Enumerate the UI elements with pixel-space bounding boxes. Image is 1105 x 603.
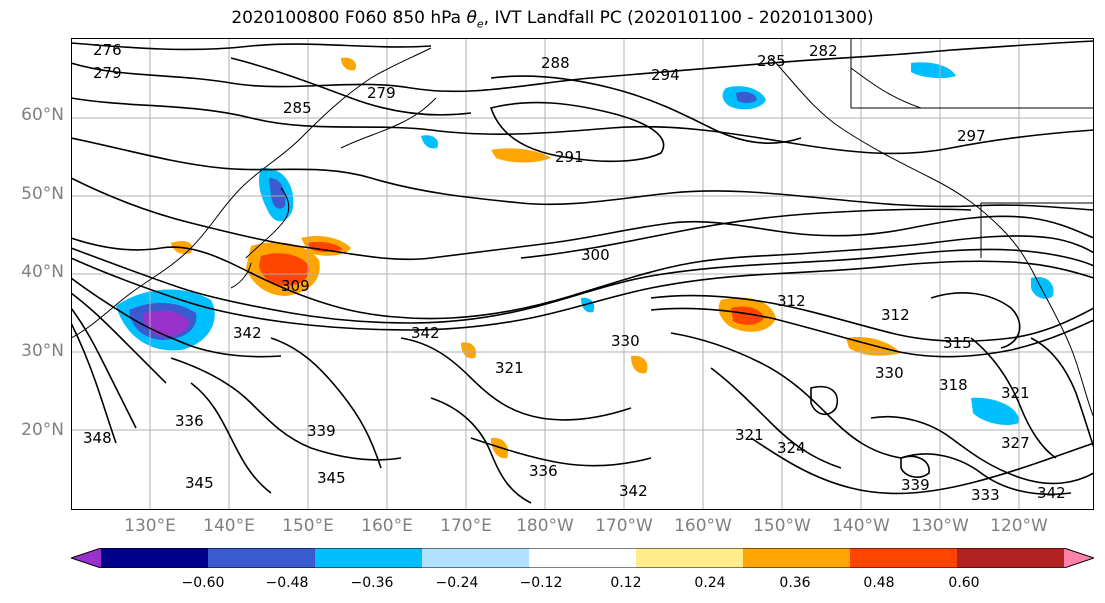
theta-e-contours bbox=[71, 40, 1094, 504]
colorbar-tick-label: −0.60 bbox=[181, 575, 225, 591]
colorbar-tick-label: −0.24 bbox=[435, 575, 479, 591]
lon-label: 130°E bbox=[124, 516, 176, 536]
contour-label: 327 bbox=[1001, 434, 1030, 452]
contour-label: 345 bbox=[185, 474, 214, 492]
contour-label: 330 bbox=[875, 364, 904, 382]
colorbar-segment bbox=[1064, 548, 1094, 568]
contour-label: 288 bbox=[541, 54, 570, 72]
graticule bbox=[71, 38, 1094, 510]
contour-label: 321 bbox=[1001, 384, 1030, 402]
colorbar-segment bbox=[957, 548, 1065, 568]
colorbar-tick-label: 0.48 bbox=[863, 575, 895, 591]
lon-label: 170°W bbox=[595, 516, 653, 536]
contour-label: 285 bbox=[283, 99, 312, 117]
contour-label: 291 bbox=[555, 148, 584, 166]
lon-label: 130°W bbox=[911, 516, 969, 536]
lon-label: 140°W bbox=[832, 516, 890, 536]
lat-label: 60°N bbox=[21, 105, 64, 125]
colorbar-segment bbox=[101, 548, 209, 568]
contour-label: 336 bbox=[175, 412, 204, 430]
colorbar-segment bbox=[529, 548, 637, 568]
contour-label: 309 bbox=[281, 277, 310, 295]
lat-label: 30°N bbox=[21, 341, 64, 361]
contour-label: 318 bbox=[939, 376, 968, 394]
contour-label: 345 bbox=[317, 469, 346, 487]
colorbar-segment bbox=[315, 548, 423, 568]
colorbar-segment bbox=[636, 548, 744, 568]
colorbar-tick-label: −0.48 bbox=[265, 575, 309, 591]
map-border bbox=[71, 38, 1094, 510]
contour-label: 279 bbox=[367, 84, 396, 102]
colorbar-tick-label: 0.60 bbox=[948, 575, 980, 591]
lon-label: 150°W bbox=[753, 516, 811, 536]
contour-label: 339 bbox=[307, 422, 336, 440]
colorbar-segment bbox=[850, 548, 958, 568]
contour-label: 297 bbox=[957, 127, 986, 145]
colorbar-segment bbox=[71, 548, 101, 568]
lon-label: 180°W bbox=[516, 516, 574, 536]
contour-label: 282 bbox=[809, 42, 838, 60]
contour-label: 330 bbox=[611, 332, 640, 350]
contour-label: 342 bbox=[1037, 484, 1066, 502]
lon-label: 140°E bbox=[203, 516, 255, 536]
colorbar-segment bbox=[208, 548, 316, 568]
contour-labels: 276 279 285 279 288 294 282 285 291 297 … bbox=[83, 41, 1066, 504]
contour-label: 339 bbox=[901, 476, 930, 494]
colorbar bbox=[71, 548, 1094, 568]
lat-label: 20°N bbox=[21, 420, 64, 440]
contour-label: 285 bbox=[757, 52, 786, 70]
colorbar-segment bbox=[422, 548, 530, 568]
colorbar-tick-label: 0.12 bbox=[610, 575, 642, 591]
colorbar-segment bbox=[743, 548, 851, 568]
lat-label: 40°N bbox=[21, 262, 64, 282]
contour-label: 294 bbox=[651, 66, 680, 84]
map-panel[interactable]: 276 279 285 279 288 294 282 285 291 297 … bbox=[71, 38, 1094, 510]
contour-label: 276 bbox=[93, 41, 122, 59]
contour-label: 336 bbox=[529, 462, 558, 480]
map-canvas[interactable]: 276 279 285 279 288 294 282 285 291 297 … bbox=[71, 38, 1094, 510]
contour-label: 312 bbox=[777, 292, 806, 310]
colorbar-tick-label: 0.24 bbox=[694, 575, 726, 591]
contour-label: 342 bbox=[233, 324, 262, 342]
lat-label: 50°N bbox=[21, 184, 64, 204]
lon-label: 170°E bbox=[440, 516, 492, 536]
lon-label: 120°W bbox=[990, 516, 1048, 536]
contour-label: 279 bbox=[93, 64, 122, 82]
contour-label: 348 bbox=[83, 429, 112, 447]
colorbar-tick-label: −0.36 bbox=[350, 575, 394, 591]
lon-label: 150°E bbox=[282, 516, 334, 536]
map-title: 2020100800 F060 850 hPa θe, IVT Landfall… bbox=[231, 8, 874, 31]
colorbar-tick-label: 0.36 bbox=[779, 575, 811, 591]
lon-label: 160°E bbox=[361, 516, 413, 536]
contour-label: 342 bbox=[619, 482, 648, 500]
colorbar-tick-label: −0.12 bbox=[519, 575, 563, 591]
contour-label: 333 bbox=[971, 486, 1000, 504]
contour-label: 300 bbox=[581, 246, 610, 264]
contour-label: 324 bbox=[777, 439, 806, 457]
contour-label: 321 bbox=[735, 426, 764, 444]
contour-label: 321 bbox=[495, 359, 524, 377]
contour-label: 312 bbox=[881, 306, 910, 324]
contour-label: 342 bbox=[411, 324, 440, 342]
contour-label: 315 bbox=[943, 334, 972, 352]
lon-label: 160°W bbox=[674, 516, 732, 536]
